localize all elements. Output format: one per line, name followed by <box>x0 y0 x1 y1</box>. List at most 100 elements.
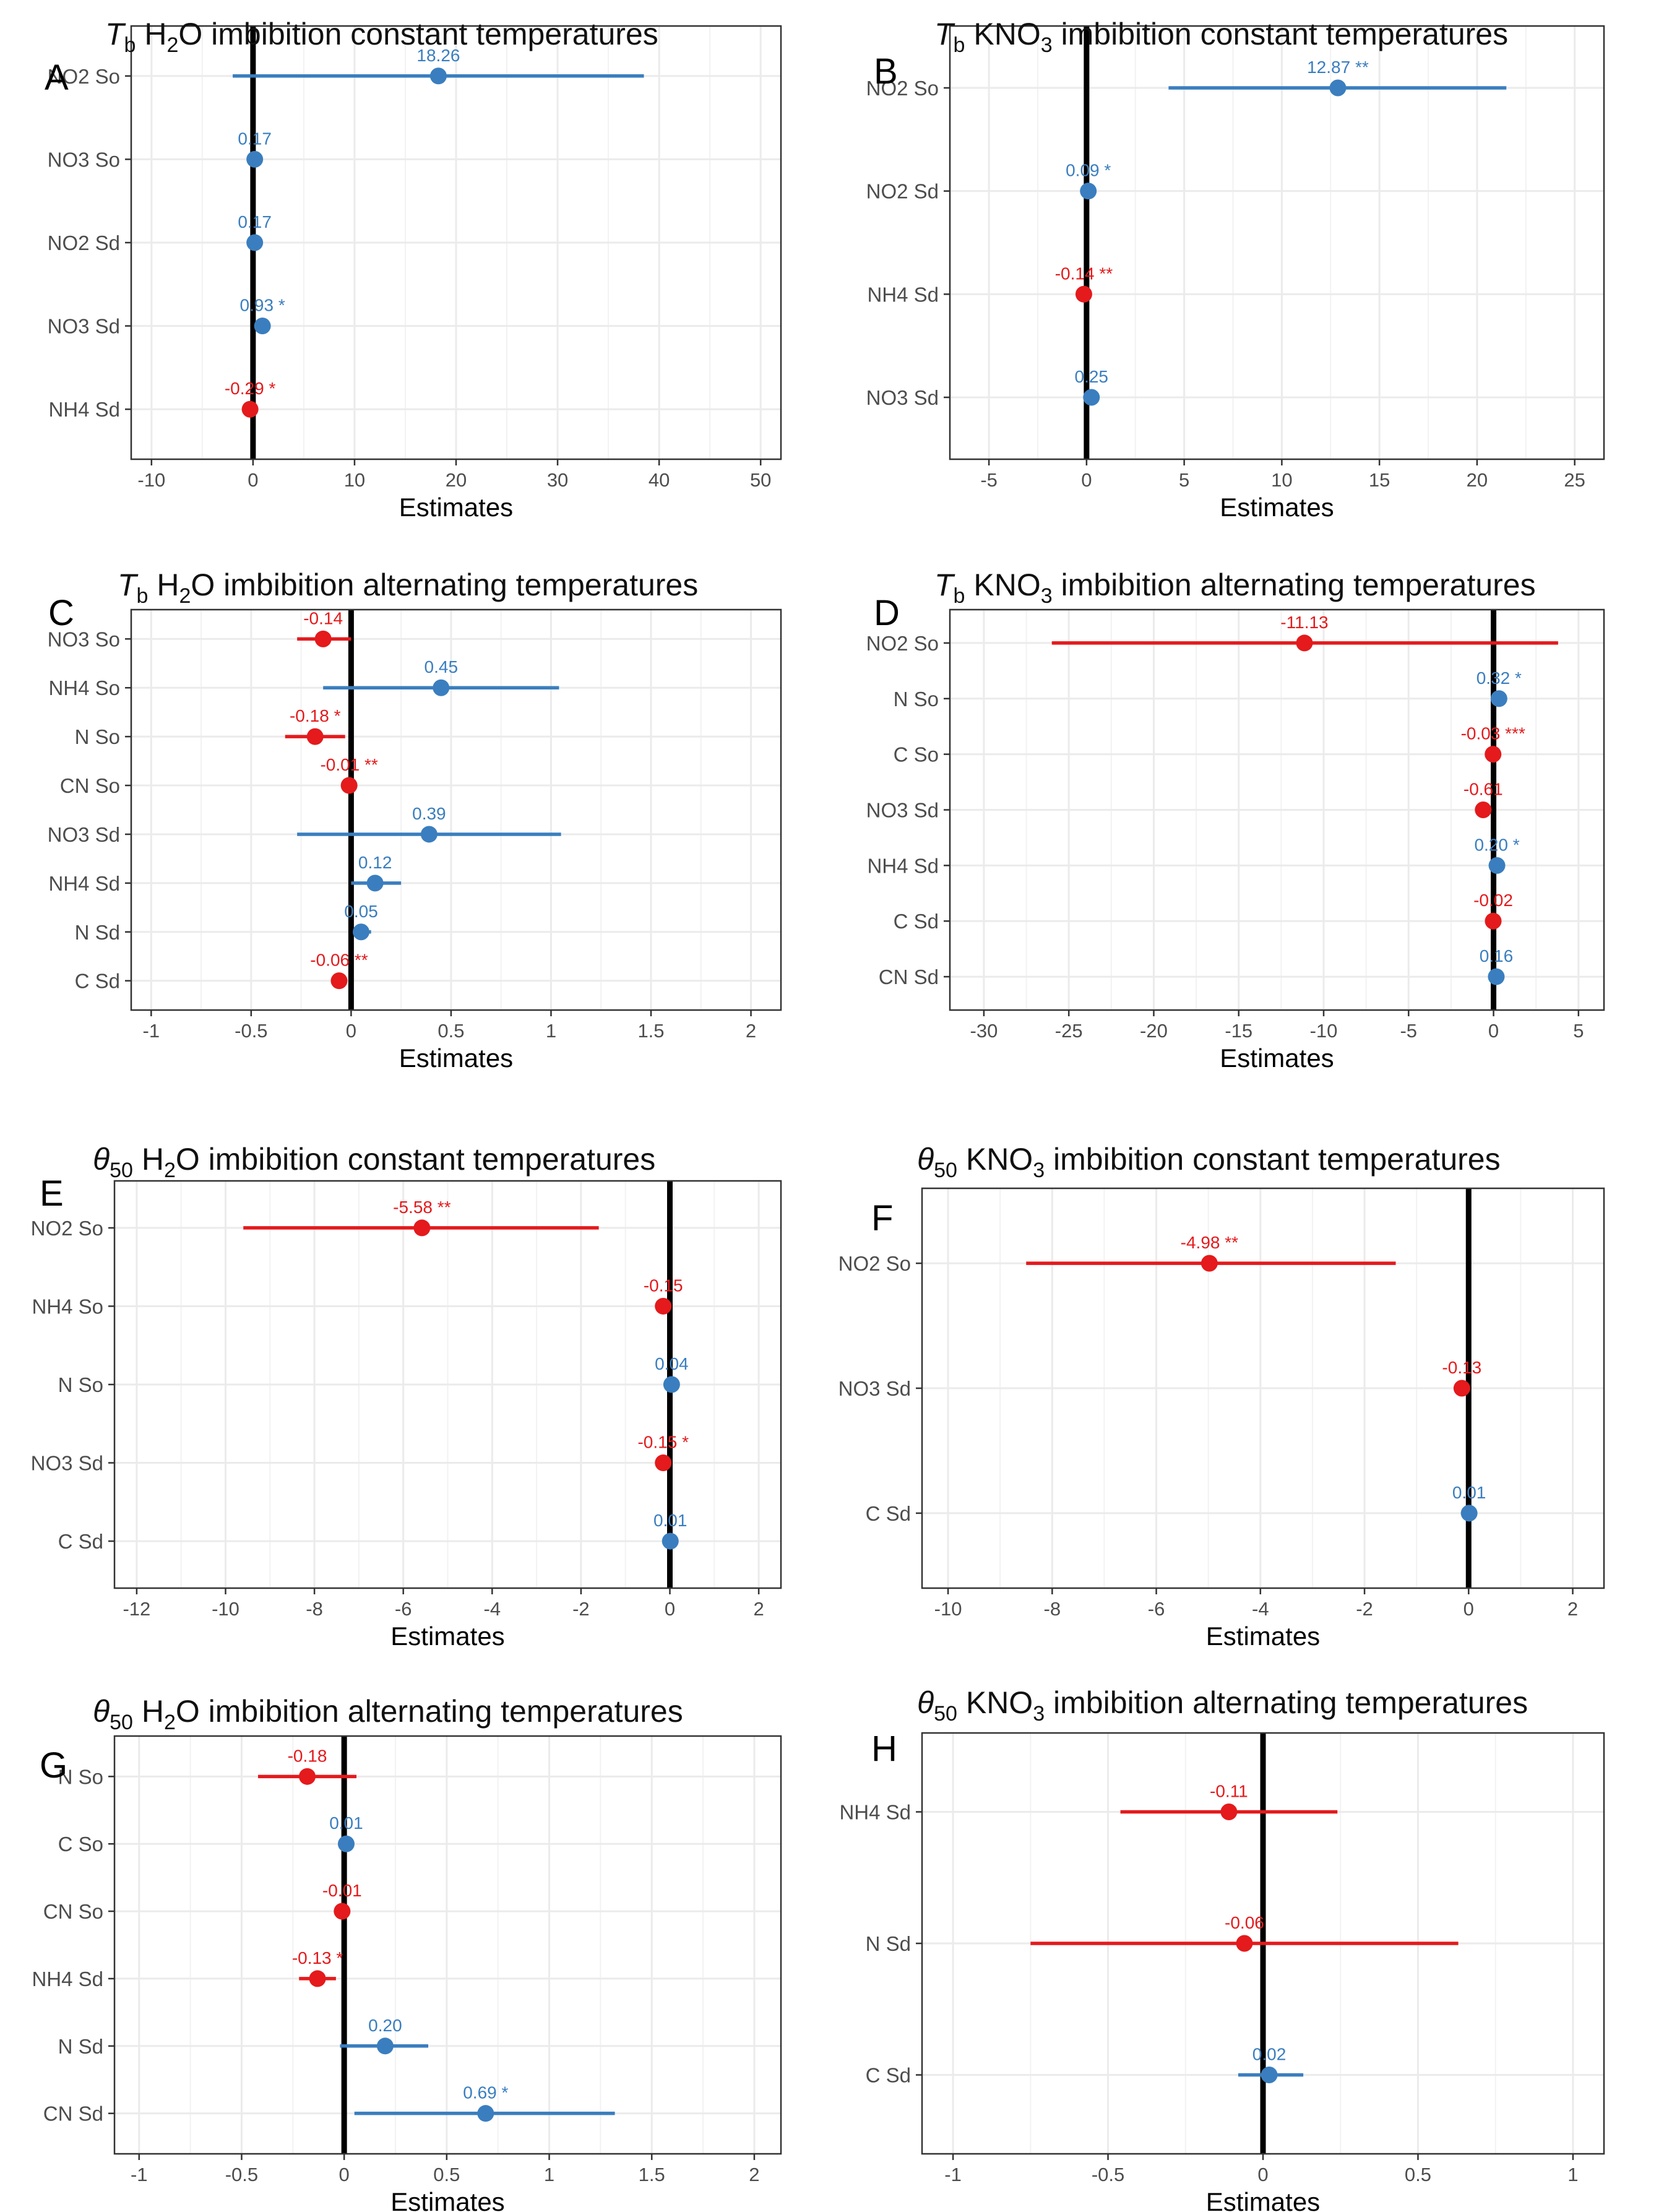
plot-background <box>131 610 781 1010</box>
panel-border <box>921 1732 1605 2155</box>
row-label: C Sd <box>866 2064 911 2087</box>
estimate-value-label: -0.13 <box>1442 1358 1481 1377</box>
x-axis-title: Estimates <box>390 2187 504 2212</box>
estimate-point <box>299 1768 316 1785</box>
title-symbol: θ <box>917 1142 934 1177</box>
panel-title: θ50 H2O imbibition alternating temperatu… <box>93 1694 683 1734</box>
x-tick-label: 20 <box>446 469 467 491</box>
estimate-point <box>1083 389 1100 406</box>
x-tick-label: 1 <box>1567 2164 1578 2185</box>
estimate-point <box>1075 285 1092 303</box>
x-axis-title: Estimates <box>399 493 513 522</box>
estimate-value-label: 0.93 * <box>240 296 285 315</box>
title-symbol-subscript: 50 <box>934 1159 957 1182</box>
estimate-value-label: -0.61 <box>1464 780 1503 799</box>
estimate-point <box>1475 801 1492 818</box>
estimate-point <box>330 972 348 990</box>
title-rest: O imbibition alternating temperatures <box>176 1694 683 1729</box>
x-tick-label: 0 <box>248 469 258 491</box>
x-tick-label: 2 <box>746 1020 756 1042</box>
panel-border <box>113 1735 782 2155</box>
x-tick-label: 2 <box>749 2164 759 2185</box>
row-label: NO3 Sd <box>48 315 120 338</box>
x-tick-label: -15 <box>1225 1020 1252 1042</box>
estimate-point <box>1485 912 1502 930</box>
x-tick-label: -8 <box>1044 1598 1061 1620</box>
panel-letter: D <box>874 593 900 633</box>
panel-letter: B <box>874 51 898 92</box>
row-label: NO3 Sd <box>866 799 939 822</box>
x-tick-label: 40 <box>649 469 670 491</box>
x-tick-label: -1 <box>944 2164 962 2185</box>
x-tick-label: 1.5 <box>639 2164 665 2185</box>
x-tick-label: 0 <box>1488 1020 1499 1042</box>
x-tick-label: -10 <box>1310 1020 1338 1042</box>
estimate-value-label: 0.45 <box>425 657 459 676</box>
estimate-value-label: 0.01 <box>329 1813 363 1833</box>
panel-letter: F <box>871 1198 893 1238</box>
estimate-point <box>314 630 332 647</box>
estimate-point <box>1236 1935 1253 1952</box>
panel-b: -5 0 5 10 15 20 25 12.87 ** NO2 So 0.09 * NO2 Sd -0… <box>866 17 1605 522</box>
panel-letter: E <box>40 1173 64 1214</box>
row-label: NO3 So <box>48 628 120 650</box>
row-label: NO2 Sd <box>48 231 120 254</box>
estimate-point <box>337 1835 355 1852</box>
title-medium-subscript: 2 <box>164 1711 176 1734</box>
panel-title: θ50 H2O imbibition constant temperatures <box>93 1142 655 1182</box>
row-label: NH4 Sd <box>48 872 120 895</box>
title-symbol: T <box>118 568 139 602</box>
estimate-point <box>1201 1255 1218 1272</box>
x-tick-label: 0 <box>1257 2164 1268 2185</box>
x-axis-title: Estimates <box>1206 2187 1320 2212</box>
title-symbol-subscript: 50 <box>934 1702 957 1726</box>
estimate-point <box>340 777 358 794</box>
estimate-value-label: 12.87 ** <box>1307 58 1369 77</box>
estimate-value-label: -0.11 <box>1210 1782 1248 1801</box>
estimate-value-label: 0.20 <box>368 2016 402 2035</box>
title-symbol: θ <box>93 1694 110 1729</box>
estimate-value-label: 0.20 * <box>1474 835 1519 854</box>
row-label: NH4 Sd <box>867 283 939 306</box>
title-symbol-subscript: b <box>124 33 136 57</box>
estimate-value-label: -0.06 ** <box>310 951 368 970</box>
x-axis-title: Estimates <box>390 1622 504 1651</box>
title-symbol-subscript: b <box>954 584 965 608</box>
estimate-value-label: 0.17 <box>238 129 272 148</box>
panel-e: -12 -10 -8 -6 -4 -2 0 2 -5.58 ** NO2 So -0.15 NH4 S… <box>31 1142 782 1651</box>
estimate-value-label: -0.01 <box>322 1881 362 1900</box>
row-label: NH4 So <box>32 1295 103 1318</box>
x-tick-label: 0.5 <box>433 2164 460 2185</box>
title-symbol: θ <box>93 1142 110 1177</box>
panel-border <box>921 1187 1605 1589</box>
x-tick-label: -10 <box>212 1598 239 1620</box>
x-tick-label: 2 <box>753 1598 764 1620</box>
estimate-point <box>1460 1505 1478 1522</box>
title-medium: H <box>133 1142 164 1177</box>
estimate-point <box>477 2105 494 2122</box>
estimate-point <box>334 1903 351 1920</box>
panel-c: -1 -0.5 0 0.5 1 1.5 2 -0.14 NO3 So 0.45 NH4 So -0.1… <box>48 568 782 1073</box>
x-tick-label: -2 <box>1356 1598 1373 1620</box>
estimate-point <box>433 679 450 696</box>
estimate-value-label: -0.13 * <box>292 1948 343 1968</box>
x-tick-label: -2 <box>572 1598 590 1620</box>
estimate-point <box>1488 968 1505 985</box>
panel-title: θ50 KNO3 imbibition alternating temperat… <box>917 1685 1528 1726</box>
title-medium: KNO <box>965 568 1040 602</box>
row-label: NO2 So <box>31 1217 103 1240</box>
panel-d: -30 -25 -20 -15 -10 -5 0 5 -11.13 NO2 So 0.32 * N S… <box>866 568 1605 1073</box>
row-label: N So <box>75 725 120 748</box>
title-symbol: T <box>934 17 955 51</box>
title-medium: H <box>133 1694 164 1729</box>
title-medium: H <box>136 17 166 51</box>
panel-letter: H <box>871 1729 897 1769</box>
x-tick-label: -10 <box>934 1598 962 1620</box>
x-tick-label: -5 <box>1400 1020 1417 1042</box>
x-tick-label: 5 <box>1573 1020 1584 1042</box>
title-medium: KNO <box>957 1685 1033 1720</box>
row-label: C So <box>894 743 939 766</box>
estimate-value-label: 18.26 <box>416 46 460 65</box>
panel-letter: G <box>40 1745 67 1786</box>
title-symbol: θ <box>917 1685 934 1720</box>
